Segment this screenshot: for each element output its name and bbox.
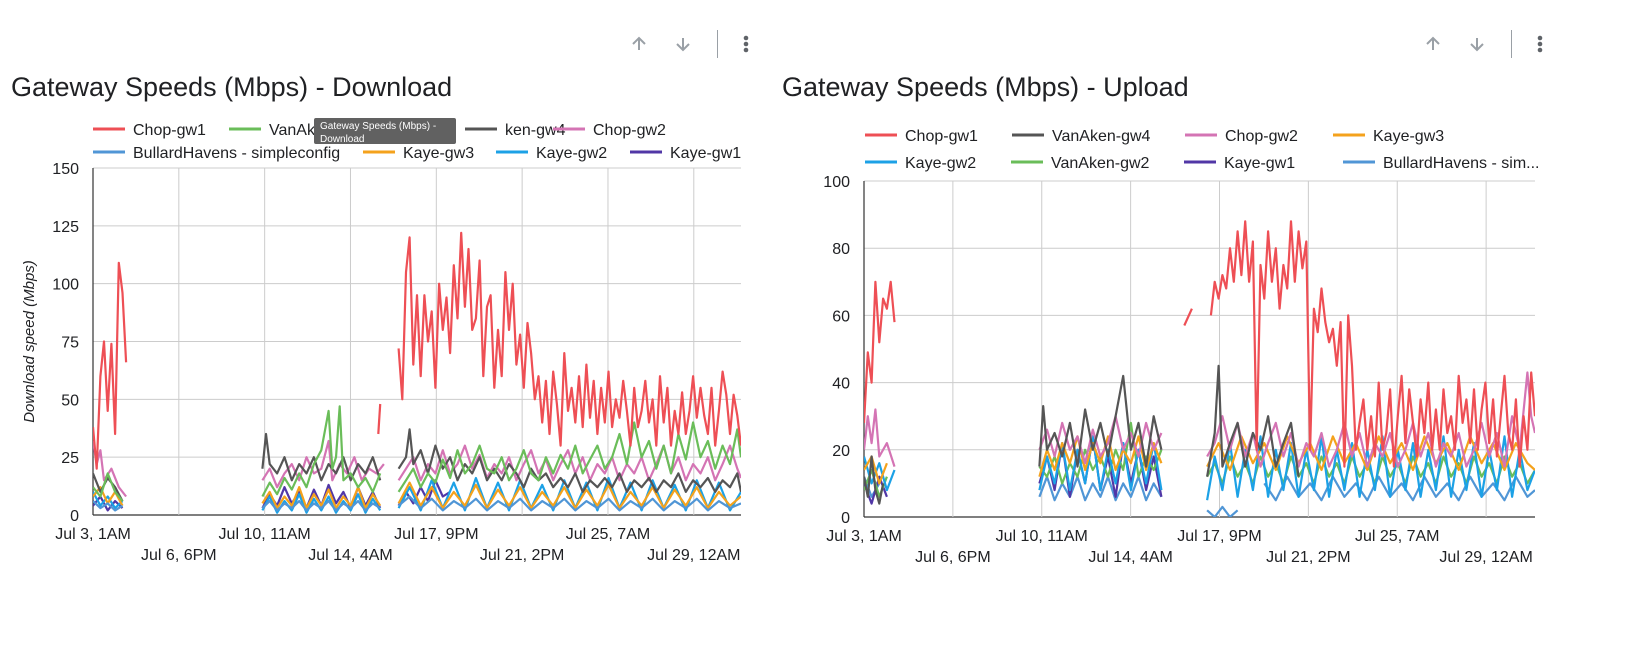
x-tick-label: Jul 3, 1AM [826,528,902,545]
legend-label: Kaye-gw3 [403,145,474,162]
series-line-chop-gw1 [397,231,741,447]
x-tick-label: Jul 14, 4AM [308,547,392,564]
chart-tooltip: Gateway Speeds (Mbps) - Download [314,118,456,145]
legend-label: Chop-gw1 [905,128,978,145]
series-line-chop-gw2 [864,408,896,467]
x-tick-label: Jul 29, 12AM [647,547,740,564]
legend-label: VanAken-gw4 [1052,128,1151,145]
y-tick-label: 60 [832,308,850,325]
x-tick-label: Jul 21, 2PM [1266,549,1350,566]
series-line-kaye-gw2 [1038,435,1163,492]
series-line-bullardhavens-simpleconfig [93,500,124,512]
series-line-kaye-gw2 [93,491,124,510]
series-line-bullardhavens-simpleconfig [397,495,741,512]
y-tick-label: 80 [832,241,850,258]
legend-label: Chop-gw1 [133,122,206,139]
series-line-chop-gw1 [93,261,128,470]
y-tick-label: 100 [52,277,79,294]
series-line-vanaken-gw2 [93,472,124,502]
x-tick-label: Jul 6, 6PM [915,549,991,566]
x-tick-label: Jul 21, 2PM [480,547,564,564]
y-tick-label: 100 [823,174,850,191]
y-tick-label: 0 [70,508,79,525]
series-line-chop-gw2 [261,439,385,489]
y-tick-label: 20 [832,443,850,460]
arrow-up-icon[interactable] [1417,28,1449,60]
legend-label: VanAk [269,122,316,139]
more-vert-icon[interactable] [1530,28,1550,60]
series-line-vanaken-gw4 [1206,364,1300,477]
upload-chart: 0 20 40 60 80 100 Jul 3, 1AM Jul 6, 6PM Jul 10, … [823,128,1540,566]
arrow-up-icon[interactable] [623,28,655,60]
series-line-bullardhavens-sim [1263,475,1535,502]
x-tick-label: Jul 25, 7AM [566,526,650,543]
series-line-kaye-gw3 [261,486,382,510]
series-line-bullardhavens-sim [1206,505,1239,517]
x-tick-label: Jul 3, 1AM [55,526,131,543]
legend-label: Chop-gw2 [1225,128,1298,145]
legend-label: Kaye-gw3 [1373,128,1444,145]
download-chart-toolbar [623,28,756,60]
y-tick-label: 150 [52,161,79,178]
series-line-chop-gw1 [864,280,896,423]
chart-title: Gateway Speeds (Mbps) - Download [11,72,453,102]
series-line-chop-gw2 [1038,415,1163,465]
toolbar-divider [717,30,718,58]
series-line-chop-gw1 [1209,220,1535,468]
y-axis-label: Download speed (Mbps) [21,260,38,423]
series-lines [93,231,741,514]
series-line-kaye-gw3 [1206,435,1535,472]
x-tick-label: Jul 10, 11AM [996,528,1088,545]
chart-title: Gateway Speeds (Mbps) - Upload [782,72,1189,102]
series-line-vanaken-gw4 [397,428,741,493]
arrow-down-icon[interactable] [667,28,699,60]
arrow-down-icon[interactable] [1461,28,1493,60]
x-tick-label: Jul 29, 12AM [1439,549,1532,566]
series-lines [864,220,1535,517]
series-line-vanaken-gw2 [397,421,741,493]
x-tick-label: Jul 17, 9PM [394,526,478,543]
grid [863,180,1535,518]
series-line-vanaken-gw4 [261,432,382,482]
series-line-bullardhavens-sim [1038,475,1163,502]
series-line-vanaken-gw2 [261,405,382,498]
series-line-kaye-gw3 [864,455,888,485]
series-line-bullardhavens-simpleconfig [261,500,381,512]
series-line-kaye-gw3 [397,481,741,510]
x-tick-label: Jul 10, 11AM [219,526,311,543]
y-tick-label: 75 [61,335,79,352]
legend-label: Kaye-gw2 [905,155,976,172]
legend-label: Kaye-gw2 [536,145,607,162]
series-line-vanaken-gw4 [1038,374,1163,468]
upload-chart-card: Gateway Speeds (Mbps) - Upload 0 20 40 60 80… [782,0,1639,646]
download-chart-card: Gateway Speeds (Mbps) - Download 0 25 50 75… [0,0,800,646]
legend-label: Kaye-gw1 [670,145,741,162]
more-vert-icon[interactable] [736,28,756,60]
legend-label: BullardHavens - simpleconfig [133,145,340,162]
y-tick-label: 0 [841,510,850,527]
x-tick-label: Jul 17, 9PM [1177,528,1261,545]
series-line-vanaken-gw4 [864,455,885,505]
toolbar-divider [1511,30,1512,58]
x-tick-label: Jul 6, 6PM [141,547,217,564]
y-tick-label: 25 [61,450,79,467]
y-tick-label: 50 [61,392,79,409]
legend-label: VanAken-gw2 [1051,155,1150,172]
series-line-vanaken-gw4 [93,472,124,502]
legend-label: ken-gw4 [505,122,566,139]
legend-label: Chop-gw2 [593,122,666,139]
legend-label: BullardHavens - sim... [1383,155,1540,172]
upload-chart-toolbar [1417,28,1550,60]
y-tick-label: 40 [832,376,850,393]
x-tick-label: Jul 14, 4AM [1088,549,1172,566]
series-line-chop-gw2 [397,444,741,482]
x-tick-label: Jul 25, 7AM [1355,528,1439,545]
series-line-chop-gw1 [377,403,382,435]
series-line-chop-gw1 [1183,308,1193,326]
legend-label: Kaye-gw1 [1224,155,1295,172]
y-tick-label: 125 [52,219,79,236]
